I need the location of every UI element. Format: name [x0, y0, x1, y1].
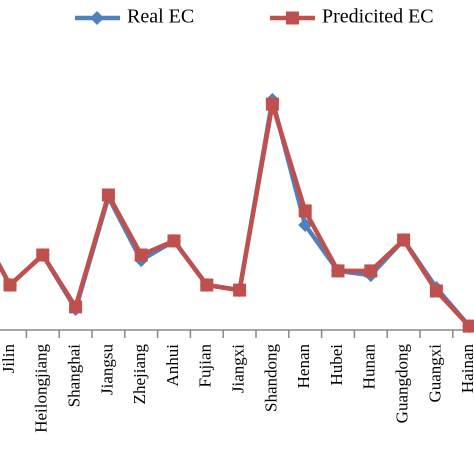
x-tick-label: Hubei	[327, 344, 346, 386]
x-tick-label: Hunan	[360, 344, 379, 390]
point	[200, 278, 214, 292]
x-tick-label: Henan	[294, 344, 313, 389]
point	[233, 283, 247, 297]
point	[298, 204, 312, 218]
point	[429, 284, 443, 298]
point	[3, 278, 17, 292]
x-tick-label: Jiangxi	[229, 344, 248, 393]
x-tick-label: Shanghai	[65, 344, 84, 408]
legend-marker	[90, 11, 104, 25]
point	[69, 300, 83, 314]
line	[0, 101, 471, 328]
x-tick-label: Jilin	[0, 344, 18, 374]
x-tick-label: Hainan	[458, 344, 474, 394]
legend-label: Real EC	[127, 6, 194, 28]
point	[101, 188, 115, 202]
point	[134, 248, 148, 262]
point	[331, 264, 345, 278]
point	[167, 234, 181, 248]
point	[364, 264, 378, 278]
legend-marker	[286, 11, 299, 25]
point	[397, 233, 411, 247]
x-tick-label: Heilongjiang	[32, 344, 51, 433]
x-tick-label: Guangxi	[425, 344, 444, 403]
x-tick-label: Zhejiang	[130, 344, 149, 405]
x-tick-label: Guangdong	[393, 344, 412, 424]
x-tick-label: Shandong	[261, 344, 280, 413]
point	[265, 97, 279, 111]
point	[36, 248, 50, 262]
legend-label: Predicited EC	[322, 6, 434, 28]
x-tick-label: Jiangsu	[97, 344, 116, 396]
x-tick-label: Anhui	[163, 344, 182, 387]
point	[462, 319, 474, 333]
x-tick-label: Fujian	[196, 344, 215, 388]
